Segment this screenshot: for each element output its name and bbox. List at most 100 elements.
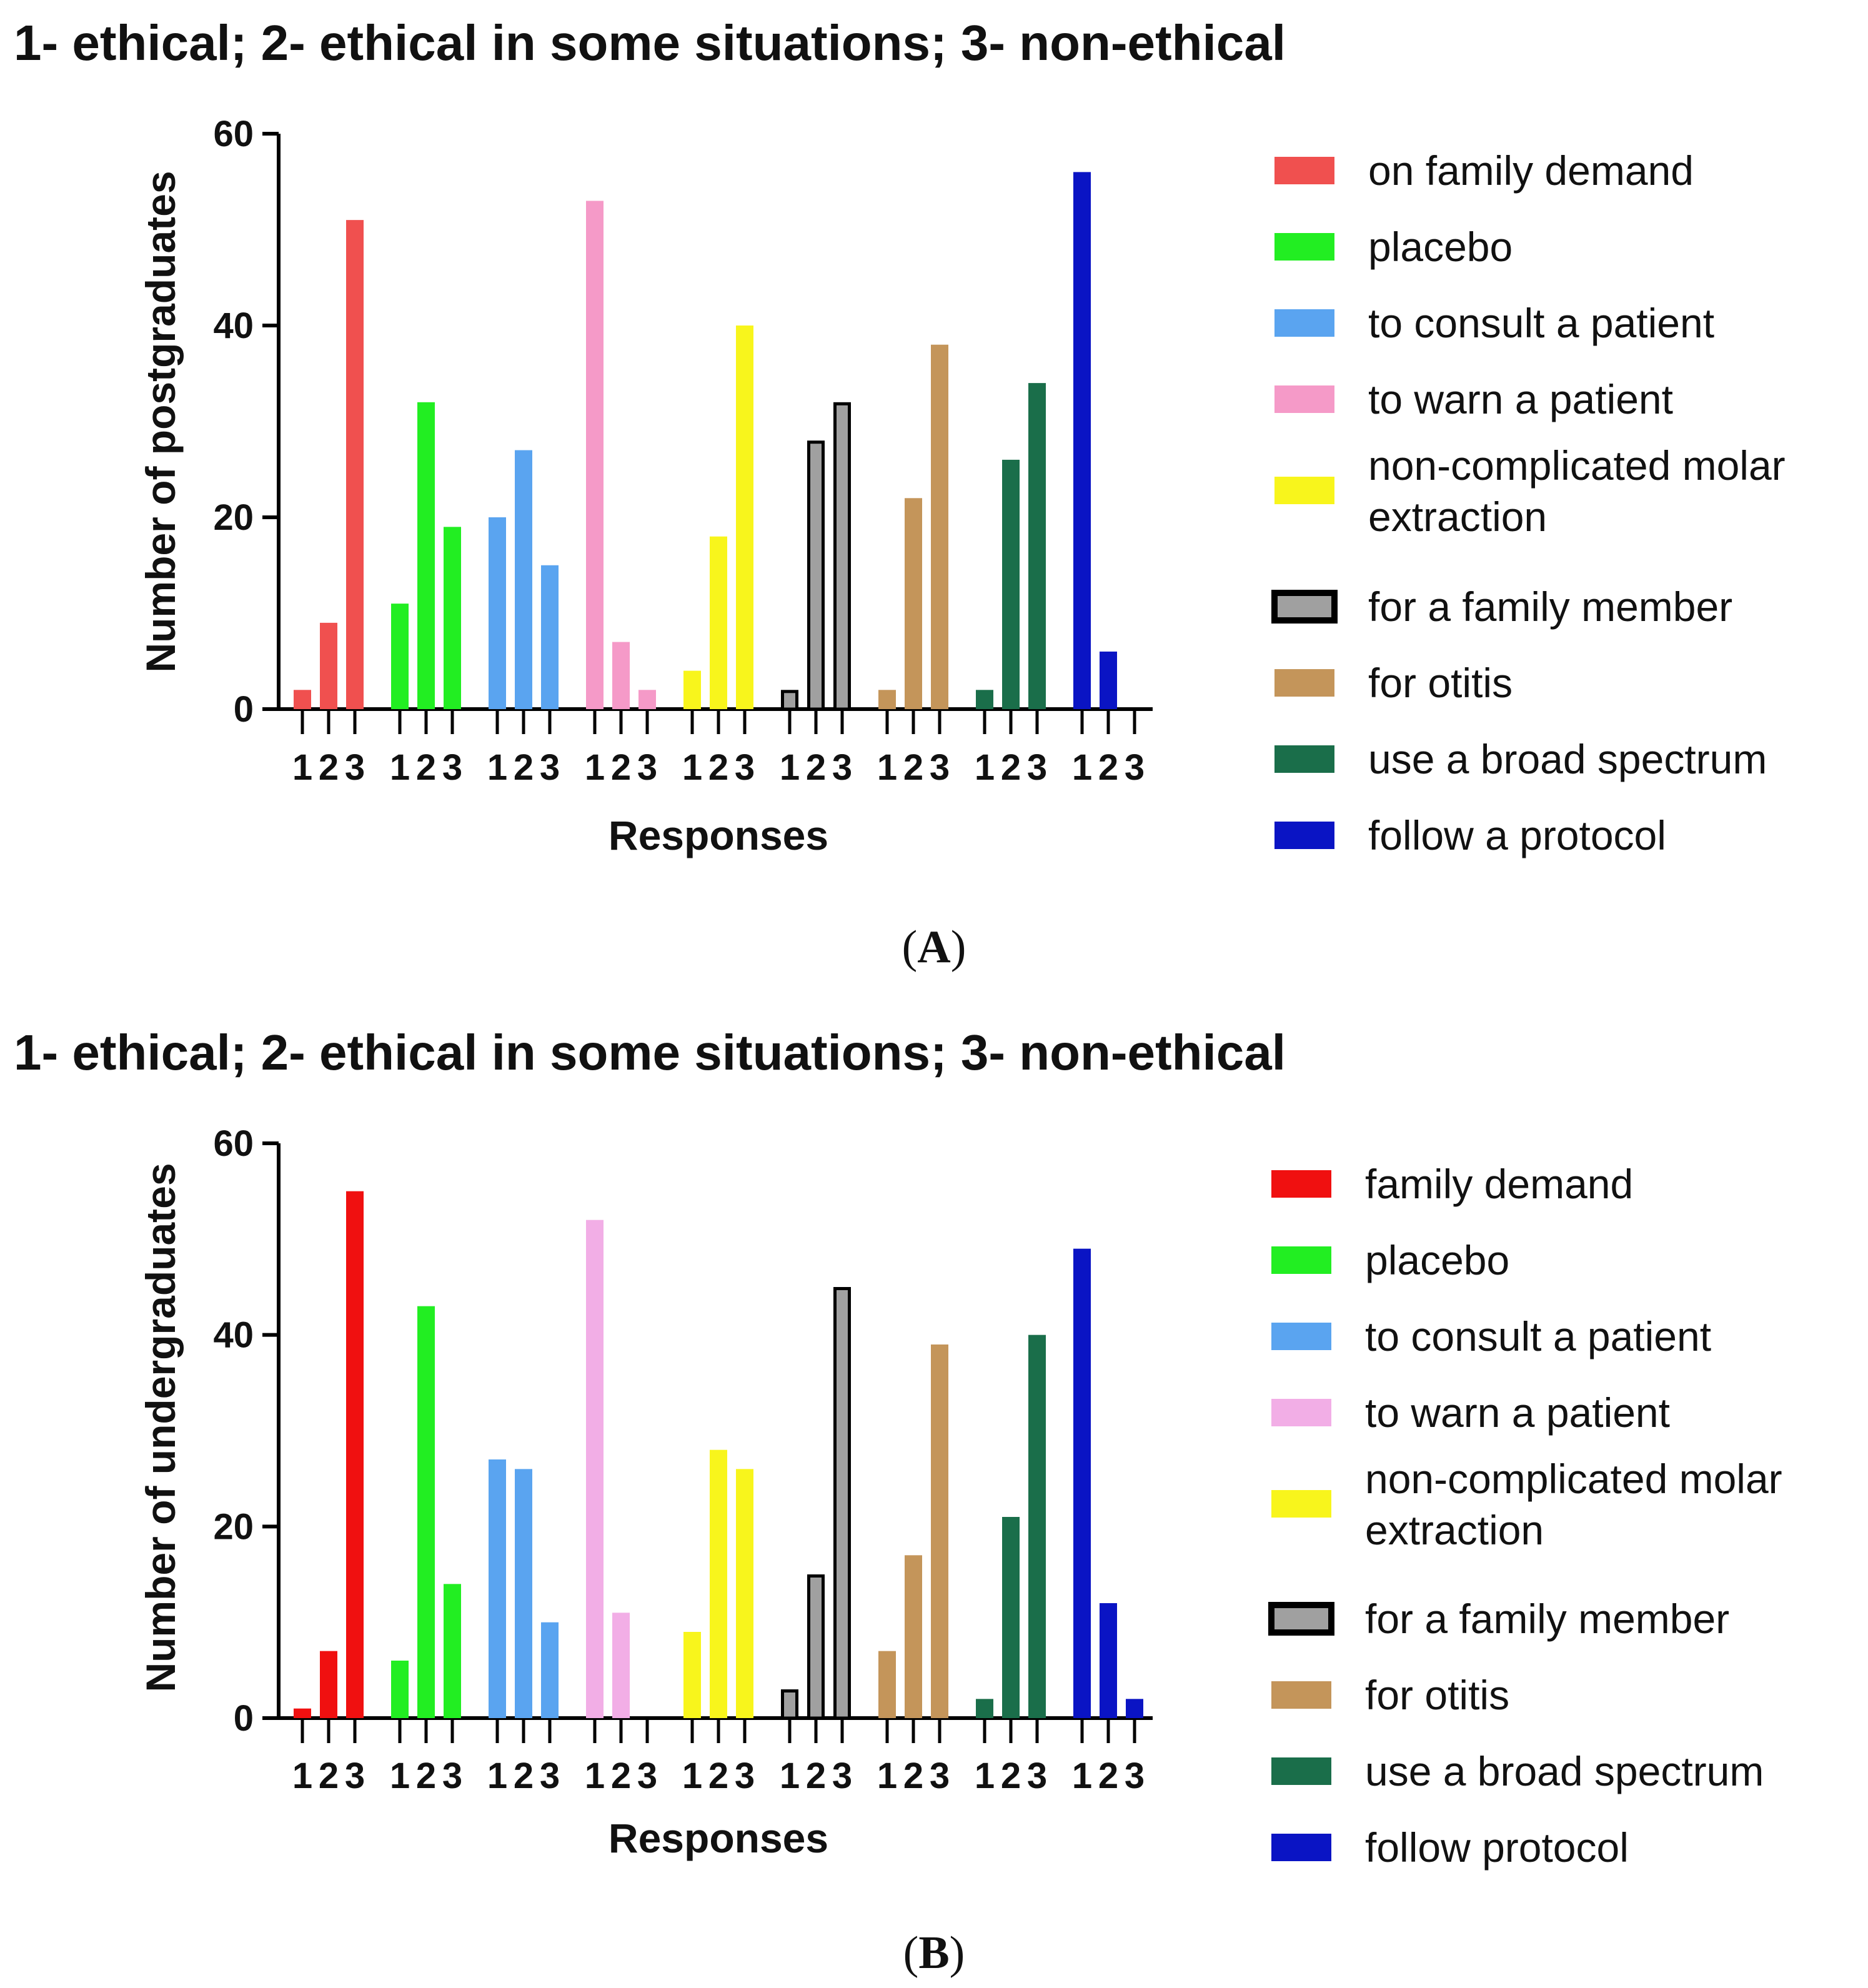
y-axis-label: Number of undergraduates	[137, 1163, 184, 1692]
bar	[417, 1306, 435, 1718]
bar	[905, 1555, 922, 1718]
legend-swatch	[1271, 1757, 1331, 1785]
x-tick-label: 1	[390, 1756, 410, 1796]
bar	[1028, 1334, 1046, 1718]
legend-swatch	[1274, 233, 1334, 261]
legend-label: to consult a patient	[1365, 1313, 1711, 1359]
x-tick-label: 1	[487, 1756, 507, 1796]
bar	[320, 1651, 337, 1718]
legend-label: placebo	[1365, 1237, 1509, 1283]
legend-label: for a family member	[1365, 1596, 1729, 1642]
x-tick-label: 3	[540, 1756, 560, 1796]
y-tick-label: 40	[213, 1315, 254, 1356]
legend-swatch	[1274, 822, 1334, 849]
legend-label: to warn a patient	[1365, 1389, 1670, 1436]
legend-label: on family demand	[1368, 147, 1694, 194]
x-tick-label: 1	[292, 747, 312, 788]
x-tick-label: 3	[832, 747, 852, 788]
bar	[683, 670, 701, 709]
chart-panel-a: 1- ethical; 2- ethical in some situation…	[14, 15, 1786, 973]
x-tick-label: 3	[540, 747, 560, 788]
bar	[515, 1469, 532, 1718]
bar	[1100, 1603, 1117, 1718]
legend-label: placebo	[1368, 224, 1513, 270]
bar	[710, 536, 727, 709]
x-tick-label: 3	[1125, 1756, 1145, 1796]
x-tick-label: 2	[1001, 747, 1021, 788]
y-tick-label: 0	[234, 1698, 254, 1739]
bar	[710, 1449, 727, 1718]
bar	[346, 220, 364, 709]
legend-label: non-complicated molar extraction	[1368, 442, 1786, 540]
x-tick-label: 1	[877, 747, 897, 788]
legend-label: use a broad spectrum	[1368, 736, 1767, 782]
bar	[976, 1699, 993, 1718]
bar	[931, 1344, 948, 1718]
legend-swatch	[1268, 1602, 1334, 1636]
x-tick-label: 1	[682, 1756, 702, 1796]
chart-title: 1- ethical; 2- ethical in some situation…	[14, 15, 1286, 71]
bar	[878, 1651, 896, 1718]
bar	[807, 440, 825, 711]
x-tick-label: 3	[637, 1756, 657, 1796]
y-tick-label: 20	[213, 497, 254, 538]
bar	[541, 565, 559, 709]
x-tick-label: 1	[975, 1756, 995, 1796]
x-tick-label: 1	[877, 1756, 897, 1796]
x-tick-label: 1	[585, 1756, 605, 1796]
x-tick-label: 2	[806, 1756, 826, 1796]
x-tick-label: 1	[780, 1756, 800, 1796]
x-tick-label: 2	[708, 1756, 728, 1796]
x-tick-label: 1	[682, 747, 702, 788]
bar	[1002, 459, 1020, 709]
bar	[391, 1661, 409, 1718]
x-tick-label: 1	[975, 747, 995, 788]
x-tick-label: 2	[319, 747, 339, 788]
bar	[976, 690, 993, 709]
x-tick-label: 1	[1072, 1756, 1092, 1796]
x-tick-label: 3	[345, 1756, 365, 1796]
x-tick-label: 1	[780, 747, 800, 788]
x-axis-label: Responses	[609, 812, 828, 858]
x-tick-label: 3	[832, 1756, 852, 1796]
bar	[417, 402, 435, 709]
legend-label: family demand	[1365, 1161, 1633, 1207]
legend-swatch	[1271, 1246, 1331, 1274]
legend-label: for otitis	[1365, 1672, 1509, 1718]
bar	[1073, 1248, 1091, 1718]
x-tick-label: 2	[514, 1756, 534, 1796]
bar	[638, 690, 656, 709]
y-tick-label: 0	[234, 689, 254, 730]
bar	[781, 690, 798, 711]
bar	[515, 450, 532, 709]
x-tick-label: 2	[319, 1756, 339, 1796]
legend-swatch	[1271, 590, 1338, 624]
bar	[294, 690, 311, 709]
x-tick-label: 3	[442, 747, 462, 788]
legend-label: to warn a patient	[1368, 376, 1673, 422]
bar	[833, 1287, 851, 1720]
panel-label: (B)	[903, 1927, 965, 1979]
x-axis-label: Responses	[609, 1815, 828, 1861]
chart-title: 1- ethical; 2- ethical in some situation…	[14, 1025, 1286, 1080]
panel-label: (A)	[902, 922, 966, 973]
x-tick-label: 2	[611, 747, 631, 788]
bar	[391, 604, 409, 709]
bar	[683, 1632, 701, 1718]
legend-label: follow a protocol	[1368, 812, 1666, 858]
legend-label: for otitis	[1368, 660, 1513, 706]
legend-label: use a broad spectrum	[1365, 1748, 1764, 1794]
legend: on family demand placebo to consult a pati…	[1271, 147, 1786, 858]
legend: family demand placebo to consult a patient…	[1268, 1161, 1782, 1871]
x-tick-label: 2	[611, 1756, 631, 1796]
y-tick-label: 60	[213, 1123, 254, 1164]
bar	[586, 1220, 604, 1718]
bar	[294, 1708, 311, 1718]
x-tick-label: 2	[903, 747, 923, 788]
legend-swatch	[1271, 1681, 1331, 1709]
legend-swatch	[1271, 1170, 1331, 1198]
bar	[612, 1613, 630, 1718]
x-tick-label: 1	[292, 1756, 312, 1796]
bar	[489, 1459, 506, 1718]
